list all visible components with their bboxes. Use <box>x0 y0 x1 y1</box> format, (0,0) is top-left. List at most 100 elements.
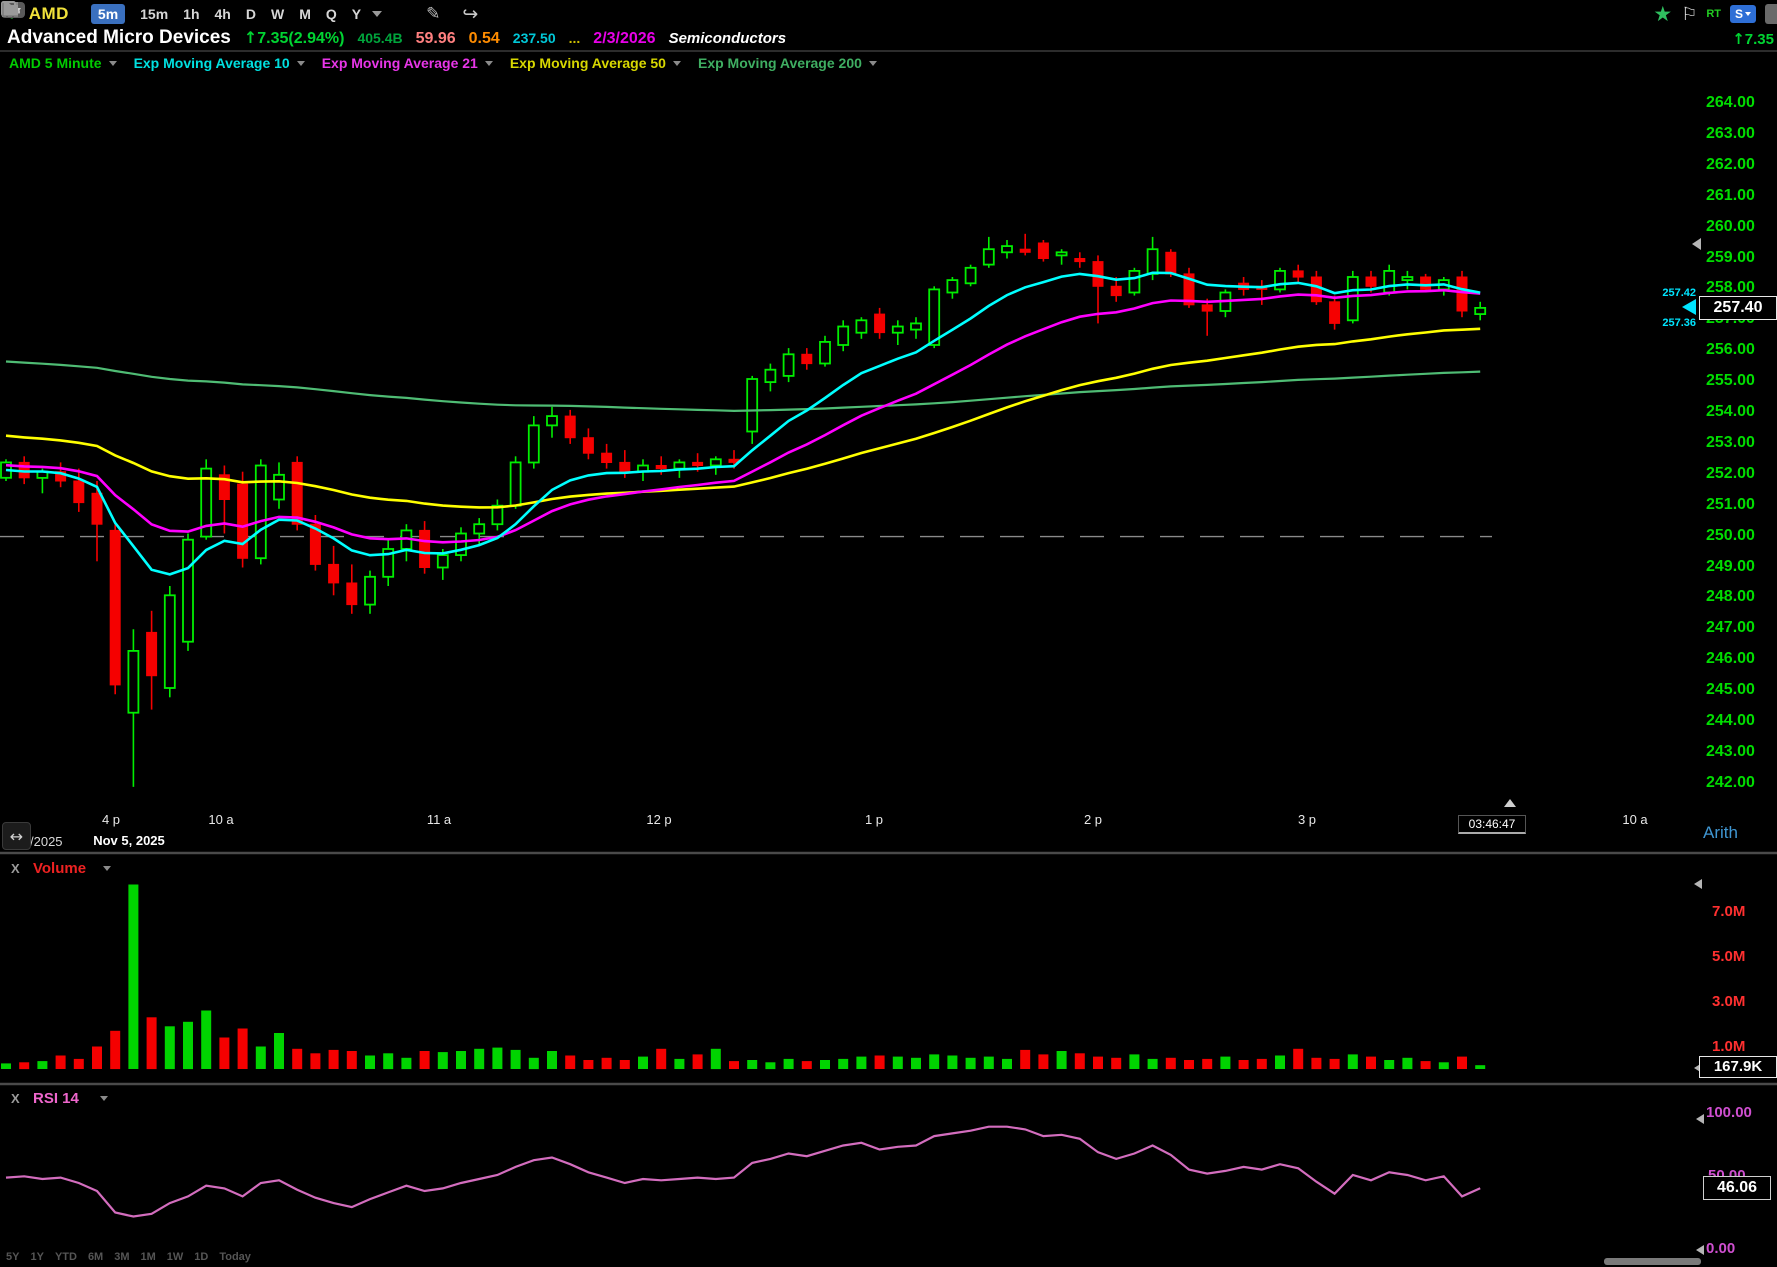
price-axis-label: 261.00 <box>1706 186 1755 204</box>
volume-current-box: 167.9K <box>1699 1056 1777 1078</box>
clipped-edge-icon[interactable] <box>1765 4 1777 24</box>
chevron-down-icon[interactable] <box>868 60 877 66</box>
rsi-scale-bottom-icon <box>1696 1245 1704 1255</box>
price-axis-label: 243.00 <box>1706 742 1755 760</box>
time-axis-label: 11 a <box>426 812 452 827</box>
quote-stat-4: ... <box>568 30 581 46</box>
timeframe-button-q[interactable]: Q <box>325 6 337 22</box>
volume-axis-label: 5.0M <box>1712 947 1746 965</box>
range-button-3m[interactable]: 3M <box>114 1251 130 1263</box>
realtime-badge: RT <box>1706 8 1721 20</box>
quote-header: Advanced Micro Devices ↑7.35(2.94%) 405.… <box>0 27 1777 51</box>
volume-scale-bottom-icon <box>1694 1063 1702 1073</box>
range-button-1m[interactable]: 1M <box>140 1251 156 1263</box>
study-label-text: Exp Moving Average 10 <box>133 55 290 71</box>
timeframe-button-5m[interactable]: 5m <box>90 4 126 24</box>
time-axis-label: 4 p <box>101 812 121 827</box>
study-label-4[interactable]: Exp Moving Average 200 <box>698 55 877 71</box>
volume-panel-title[interactable]: Volume <box>33 860 87 877</box>
rsi-current-box: 46.06 <box>1703 1176 1771 1200</box>
rsi-panel-title[interactable]: RSI 14 <box>33 1090 79 1107</box>
range-button-5y[interactable]: 5Y <box>6 1251 20 1263</box>
quote-stats: 405.4B 59.96 0.54 237.50... 2/3/2026 <box>357 30 655 48</box>
price-axis-label: 262.00 <box>1706 155 1755 173</box>
price-axis-label: 258.00 <box>1706 279 1755 297</box>
range-button-1d[interactable]: 1D <box>194 1251 209 1263</box>
timeframe-dropdown-icon[interactable] <box>372 11 383 17</box>
range-button-6m[interactable]: 6M <box>87 1251 104 1263</box>
study-label-2[interactable]: Exp Moving Average 21 <box>322 55 493 71</box>
rsi-line <box>5 1125 1481 1218</box>
price-axis-label: 251.00 <box>1706 495 1755 513</box>
pencil-draw-icon[interactable]: ✎ <box>426 4 441 24</box>
range-button-ytd[interactable]: YTD <box>54 1251 77 1263</box>
horizontal-scrollbar-thumb[interactable] <box>1604 1258 1701 1265</box>
price-axis-label: 244.00 <box>1706 712 1755 729</box>
range-button-today[interactable]: Today <box>219 1251 251 1263</box>
timeframe-button-4h[interactable]: 4h <box>214 6 231 22</box>
favorite-star-icon[interactable]: ★ <box>1653 2 1673 26</box>
price-axis-label: 254.00 <box>1706 403 1755 420</box>
last-price-box: 257.40 <box>1699 296 1777 320</box>
sector-label[interactable]: Semiconductors <box>668 30 787 47</box>
price-axis-label: 252.00 <box>1706 464 1755 482</box>
quote-stat-5: 2/3/2026 <box>593 30 656 47</box>
symbol-label[interactable]: AMD <box>28 4 69 23</box>
study-label-text: Exp Moving Average 50 <box>509 55 666 71</box>
current-time-marker-icon <box>1504 799 1516 807</box>
timeframe-button-1h[interactable]: 1h <box>183 6 200 22</box>
ema10-line <box>5 271 1481 576</box>
chevron-down-icon[interactable] <box>108 60 117 66</box>
rsi-scale-top-icon <box>1696 1114 1704 1124</box>
scale-mode-label[interactable]: Arith <box>1703 823 1738 842</box>
volume-dropdown-icon[interactable] <box>103 866 111 871</box>
timeframe-button-m[interactable]: M <box>299 6 311 22</box>
price-axis-label: 245.00 <box>1706 681 1755 699</box>
company-name: Advanced Micro Devices <box>7 27 231 48</box>
stream-badge[interactable]: S <box>1730 5 1756 23</box>
chart-series-label[interactable]: AMD 5 Minute <box>9 55 117 71</box>
bid-price-label: 257.36 <box>1662 317 1696 329</box>
price-axis-label: 260.00 <box>1706 217 1755 235</box>
price-axis-label: 255.00 <box>1706 372 1755 390</box>
range-button-1y[interactable]: 1Y <box>30 1251 44 1263</box>
price-axis-label: 248.00 <box>1706 588 1755 606</box>
price-axis-label: 250.00 <box>1706 526 1755 544</box>
price-axis-label: 256.00 <box>1706 341 1755 359</box>
flag-icon[interactable]: ⚐ <box>1681 3 1698 25</box>
rsi-axis-top-label: 100.00 <box>1706 1104 1752 1121</box>
study-label-3[interactable]: Exp Moving Average 50 <box>510 55 681 71</box>
study-legend: AMD 5 Minute Exp Moving Average 10 Exp Mov… <box>0 52 1777 74</box>
rsi-dropdown-icon[interactable] <box>100 1096 108 1101</box>
volume-axis-label: 1.0M <box>1712 1037 1746 1055</box>
timeframe-button-y[interactable]: Y <box>351 6 362 22</box>
price-change: ↑7.35(2.94%) <box>243 28 345 47</box>
study-label-text: AMD 5 Minute <box>9 55 102 71</box>
timeframe-button-15m[interactable]: 15m <box>140 6 169 22</box>
price-axis-label: 249.00 <box>1706 557 1755 575</box>
timeframe-button-d[interactable]: D <box>245 6 256 22</box>
timeframe-button-w[interactable]: W <box>270 6 285 22</box>
range-button-1w[interactable]: 1W <box>166 1251 184 1263</box>
study-label-text: Exp Moving Average 200 <box>697 55 862 71</box>
session-high-marker-icon <box>1692 238 1701 250</box>
price-axis-label: 259.00 <box>1706 248 1755 266</box>
price-axis-label: 247.00 <box>1706 619 1755 637</box>
price-axis-label: 253.00 <box>1706 433 1755 451</box>
volume-axis-label: 7.0M <box>1712 902 1746 920</box>
chevron-down-icon[interactable] <box>484 60 493 66</box>
candles <box>0 233 1487 787</box>
quote-stat-2: 0.54 <box>468 30 500 47</box>
volume-close-button[interactable]: X <box>11 861 20 876</box>
chevron-down-icon[interactable] <box>296 60 305 66</box>
ema200-line <box>5 360 1481 413</box>
chevron-down-icon[interactable] <box>672 60 681 66</box>
rsi-close-button[interactable]: X <box>11 1091 20 1106</box>
share-arrow-icon[interactable]: ↪ <box>462 3 479 25</box>
study-label-1[interactable]: Exp Moving Average 10 <box>134 55 305 71</box>
pan-horizontal-icon[interactable]: ↔ <box>2 822 31 850</box>
last-price-arrow-icon <box>1682 299 1696 315</box>
ask-price-label: 257.42 <box>1662 287 1696 299</box>
